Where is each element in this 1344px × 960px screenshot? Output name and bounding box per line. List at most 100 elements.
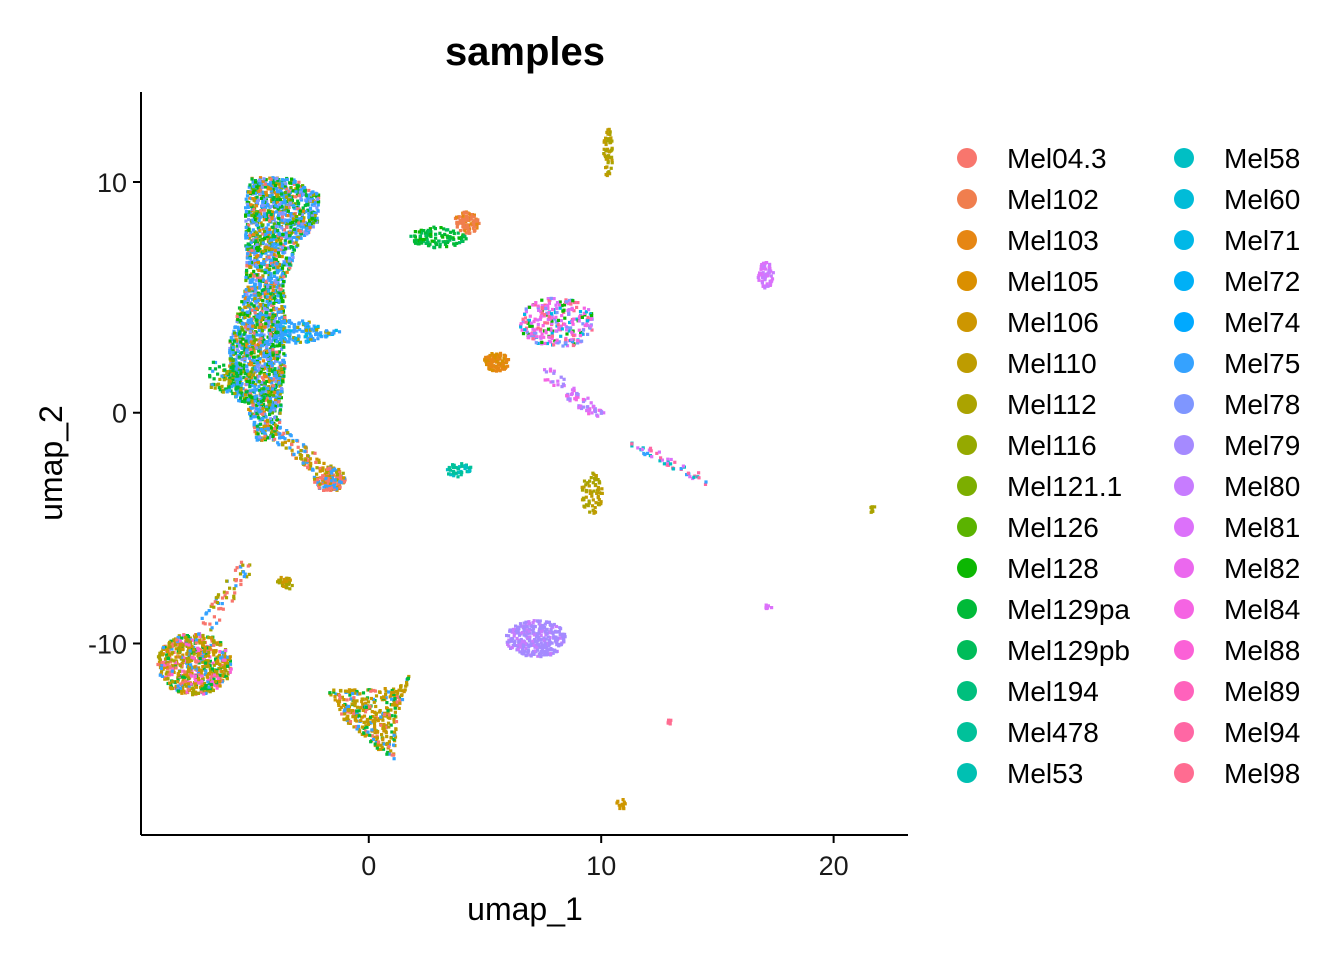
data-point (387, 752, 392, 756)
data-point (286, 334, 290, 338)
data-point (425, 236, 429, 240)
data-point (533, 317, 537, 321)
data-point (463, 229, 467, 233)
data-point (207, 636, 211, 640)
data-point (303, 335, 307, 339)
data-point (282, 275, 286, 279)
data-point (182, 656, 186, 660)
data-point (263, 422, 267, 426)
data-point (191, 666, 195, 670)
data-point (392, 757, 396, 761)
data-point (280, 266, 285, 270)
data-point (228, 346, 232, 351)
data-point (543, 378, 547, 382)
data-point (460, 471, 464, 475)
data-point (271, 254, 275, 258)
data-point (307, 219, 312, 223)
data-point (262, 338, 266, 343)
data-point (193, 674, 197, 678)
data-point (224, 675, 229, 679)
data-point (372, 688, 376, 693)
data-point (261, 359, 266, 363)
data-point (163, 663, 167, 667)
data-point (271, 369, 275, 373)
data-point (237, 361, 241, 365)
data-point (394, 720, 399, 724)
data-point (250, 221, 254, 225)
data-point (214, 596, 218, 600)
data-point (222, 363, 226, 367)
data-point (248, 330, 253, 334)
data-point (234, 357, 238, 361)
data-point (361, 697, 365, 701)
data-point (257, 218, 261, 222)
data-point (282, 280, 286, 284)
data-point (218, 662, 222, 666)
data-point (223, 368, 227, 372)
data-point (361, 702, 365, 706)
data-point (259, 422, 263, 426)
data-point (246, 335, 250, 339)
data-point (297, 221, 301, 225)
data-point (186, 635, 191, 639)
data-point (422, 239, 426, 243)
data-point (428, 227, 432, 231)
data-point (349, 711, 353, 715)
data-point (285, 263, 289, 267)
data-point (600, 410, 604, 414)
data-point (267, 361, 272, 365)
data-point (419, 228, 423, 232)
data-point (526, 319, 530, 323)
data-point (248, 411, 252, 416)
data-point (300, 222, 304, 226)
data-point (546, 327, 551, 331)
data-point (540, 304, 544, 308)
data-point (493, 353, 497, 357)
data-point (258, 347, 263, 352)
data-point (285, 225, 289, 229)
data-point (248, 391, 252, 395)
data-point (210, 681, 214, 685)
data-point (277, 334, 281, 338)
data-point (255, 379, 259, 383)
data-point (204, 612, 208, 616)
data-point (282, 194, 286, 199)
data-point (190, 674, 194, 678)
data-point (471, 226, 475, 230)
data-point (170, 644, 174, 648)
data-point (229, 367, 233, 372)
cluster-6 (200, 560, 252, 632)
data-point (186, 682, 191, 686)
data-point (227, 381, 231, 386)
data-point (245, 365, 249, 369)
data-point (429, 230, 433, 234)
data-point (283, 437, 287, 441)
data-point (228, 586, 232, 590)
data-point (238, 330, 242, 334)
data-point (253, 282, 257, 286)
data-point (265, 200, 269, 204)
data-point (306, 454, 310, 458)
data-point (270, 387, 275, 391)
data-point (270, 297, 274, 301)
data-point (400, 693, 404, 698)
data-point (265, 379, 269, 383)
data-point (547, 315, 551, 319)
data-point (261, 278, 266, 282)
data-point (197, 681, 201, 685)
data-point (280, 320, 284, 325)
data-point (196, 646, 200, 650)
data-point (370, 728, 374, 732)
data-point (255, 333, 259, 337)
data-point (163, 660, 167, 664)
data-point (209, 670, 213, 674)
data-point (267, 246, 271, 250)
data-point (263, 434, 267, 438)
data-point (272, 189, 276, 194)
data-point (244, 275, 248, 279)
data-point (274, 195, 278, 199)
data-point (258, 283, 262, 288)
data-point (642, 451, 646, 456)
data-point (262, 333, 266, 337)
data-point (272, 301, 276, 305)
